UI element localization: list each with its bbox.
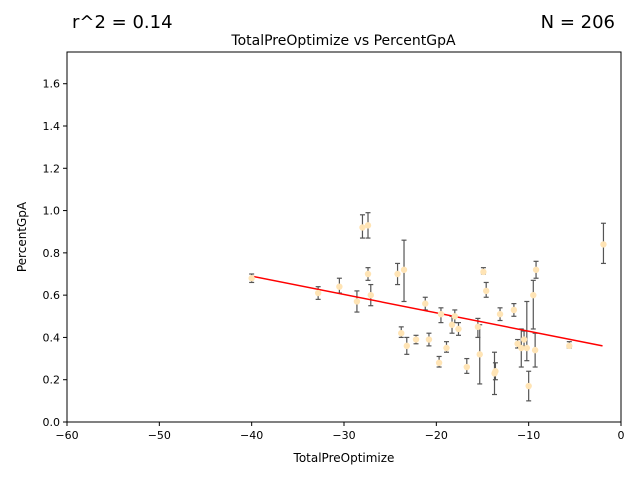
data-point <box>531 346 539 354</box>
x-tick-label: −30 <box>332 429 355 442</box>
y-tick-label: 0.6 <box>43 289 61 302</box>
data-point <box>474 323 482 331</box>
x-tick-label: −20 <box>425 429 448 442</box>
data-point <box>455 325 462 333</box>
data-point <box>448 321 456 328</box>
y-tick-label: 1.2 <box>43 162 61 175</box>
data-point <box>492 368 499 375</box>
y-tick-label: 0.4 <box>43 331 61 344</box>
data-point <box>412 336 420 343</box>
x-tick-label: −40 <box>240 429 263 442</box>
x-tick-label: −60 <box>55 429 78 442</box>
data-point <box>443 344 450 352</box>
data-point <box>523 344 531 352</box>
y-tick-label: 1.0 <box>43 205 61 218</box>
x-axis-label: TotalPreOptimize <box>293 451 395 465</box>
data-point <box>367 291 374 299</box>
data-point <box>476 351 483 358</box>
y-axis-label: PercentGpA <box>15 201 29 272</box>
data-point <box>530 291 537 299</box>
data-point <box>600 241 607 248</box>
data-point <box>510 306 518 314</box>
data-point <box>520 336 528 343</box>
data-point <box>480 268 487 276</box>
data-point <box>359 224 366 231</box>
y-tick-label: 0.8 <box>43 247 61 260</box>
data-point <box>400 266 408 273</box>
x-tick-label: −10 <box>517 429 540 442</box>
plot-frame <box>66 51 622 423</box>
chart-title: TotalPreOptimize vs PercentGpA <box>230 33 456 49</box>
data-point <box>248 275 255 282</box>
sample-count-label: N = 206 <box>540 12 615 33</box>
data-point <box>532 266 540 273</box>
y-tick-label: 0.0 <box>43 416 61 429</box>
data-point <box>353 298 361 305</box>
data-point <box>496 310 504 318</box>
data-point <box>336 283 343 290</box>
r-squared-label: r^2 = 0.14 <box>72 12 173 33</box>
error-bar <box>530 279 536 330</box>
y-tick-label: 1.6 <box>43 78 61 91</box>
data-point <box>566 342 573 350</box>
regression-line <box>251 275 603 347</box>
data-point <box>482 287 490 295</box>
data-point <box>425 336 433 343</box>
x-tick-label: −50 <box>148 429 171 442</box>
data-point <box>437 310 445 318</box>
data-point <box>518 344 525 352</box>
data-point <box>435 359 443 366</box>
data-point <box>394 270 401 278</box>
data-point <box>403 342 410 350</box>
data-point <box>364 270 372 278</box>
x-tick-label: 0 <box>618 429 625 442</box>
y-tick-label: 1.4 <box>43 120 61 133</box>
data-point <box>451 313 458 320</box>
data-point <box>398 330 405 337</box>
data-point <box>314 289 322 297</box>
data-point <box>463 363 471 371</box>
data-point <box>514 340 521 347</box>
data-point <box>422 300 429 307</box>
data-point <box>364 222 372 229</box>
data-point <box>525 382 532 390</box>
y-tick-label: 0.2 <box>43 374 61 387</box>
